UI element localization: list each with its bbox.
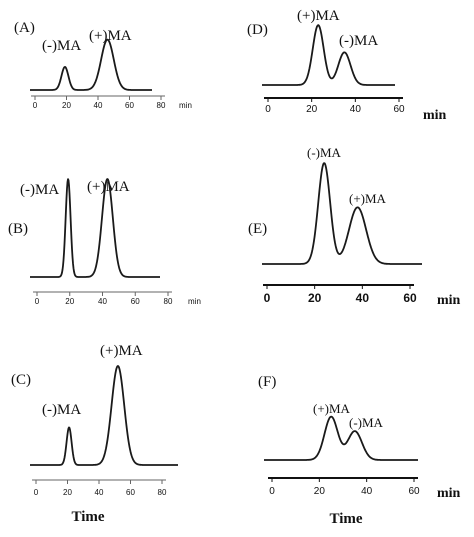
peak-label-d-1: (+)MA	[297, 8, 340, 24]
panel-label-b: (B)	[8, 221, 28, 237]
x-tick-label-f-0: 0	[269, 486, 275, 497]
peak-label-e-2: (+)MA	[349, 191, 387, 206]
x-tick-label-e-3: 60	[403, 291, 417, 305]
x-tick-label-f-3: 60	[408, 486, 420, 497]
panel-label-f: (F)	[258, 374, 276, 390]
trace-e	[261, 162, 423, 265]
x-unit-f: min	[437, 486, 461, 501]
peak-label-c-1: (-)MA	[42, 402, 81, 418]
x-label-f: Time	[329, 511, 362, 527]
panel-c: (C) (-)MA (+)MA Time 0 20 40 60 80	[11, 343, 179, 525]
peak-label-a-1: (-)MA	[42, 38, 81, 54]
x-tick-label-f-1: 20	[314, 486, 326, 497]
x-tick-label-b-1: 20	[65, 297, 74, 306]
panel-b: (B) (-)MA (+)MA min 0 20 40 60 80	[8, 178, 201, 306]
peak-label-b-2: (+)MA	[87, 179, 130, 195]
peak-label-a-2: (+)MA	[89, 28, 132, 44]
peak-label-d-2: (-)MA	[339, 33, 378, 49]
panel-label-d: (D)	[247, 22, 268, 38]
x-tick-label-a-2: 40	[94, 101, 103, 110]
x-tick-label-b-4: 80	[164, 297, 173, 306]
panel-e: (E) (-)MA (+)MA min 0 20 40 60	[248, 145, 461, 308]
x-tick-label-f-2: 40	[361, 486, 373, 497]
x-tick-label-c-4: 80	[158, 488, 167, 497]
x-tick-label-e-2: 40	[356, 291, 370, 305]
panel-f: (F) (+)MA (-)MA min Time 0 20 40 60	[258, 374, 461, 527]
trace-a	[29, 38, 153, 91]
x-unit-e: min	[437, 293, 461, 308]
peak-label-f-1: (+)MA	[313, 401, 351, 416]
x-unit-d: min	[423, 108, 447, 123]
panel-label-c: (C)	[11, 372, 31, 388]
x-tick-label-e-1: 20	[308, 291, 322, 305]
x-tick-label-a-4: 80	[157, 101, 166, 110]
trace-c	[29, 365, 179, 466]
x-tick-label-a-3: 60	[125, 101, 134, 110]
x-tick-label-b-3: 60	[131, 297, 140, 306]
peak-label-e-1: (-)MA	[307, 145, 342, 160]
x-tick-label-d-0: 0	[265, 104, 271, 115]
x-tick-label-b-2: 40	[98, 297, 107, 306]
x-tick-label-d-3: 60	[393, 104, 405, 115]
trace-f	[263, 415, 419, 461]
x-unit-b: min	[188, 297, 201, 306]
peak-label-f-2: (-)MA	[349, 415, 384, 430]
peak-label-c-2: (+)MA	[100, 343, 143, 359]
x-tick-label-c-2: 40	[95, 488, 104, 497]
trace-b	[29, 178, 161, 278]
x-tick-label-a-1: 20	[62, 101, 71, 110]
x-tick-label-d-2: 40	[350, 104, 362, 115]
x-tick-label-d-1: 20	[306, 104, 318, 115]
x-tick-label-c-0: 0	[34, 488, 39, 497]
panel-label-a: (A)	[14, 20, 35, 36]
x-tick-label-a-0: 0	[33, 101, 38, 110]
x-tick-label-b-0: 0	[35, 297, 40, 306]
peak-label-b-1: (-)MA	[20, 182, 59, 198]
panel-label-e: (E)	[248, 221, 267, 237]
x-label-c: Time	[71, 509, 104, 525]
panel-a: (A) (-)MA (+)MA min 0 20 40 60 80	[14, 20, 192, 110]
x-tick-label-c-1: 20	[63, 488, 72, 497]
panel-d: (D) (+)MA (-)MA min 0 20 40 60	[247, 8, 447, 123]
x-unit-a: min	[179, 101, 192, 110]
x-tick-label-e-0: 0	[264, 291, 271, 305]
trace-d	[261, 24, 396, 86]
x-tick-label-c-3: 60	[126, 488, 135, 497]
